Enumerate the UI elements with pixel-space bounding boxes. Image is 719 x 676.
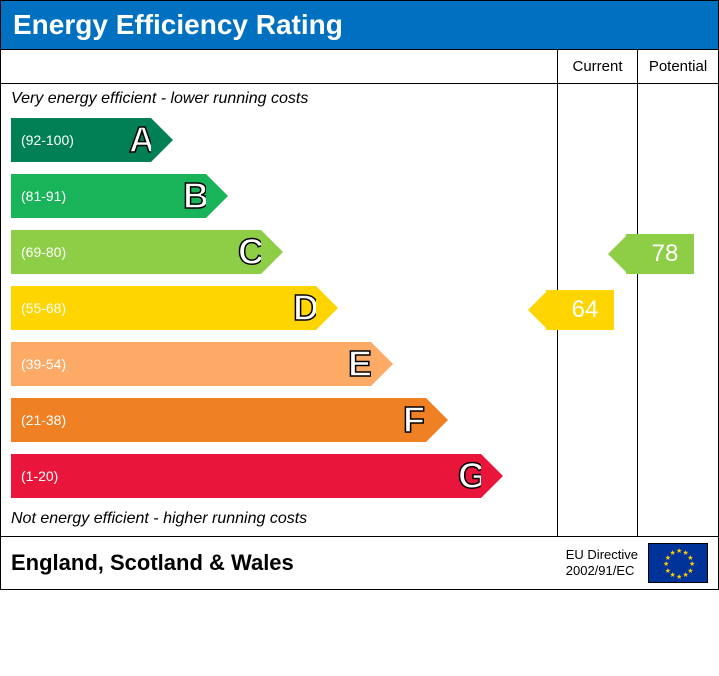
band-bar-g: (1-20)G bbox=[11, 454, 481, 498]
header-potential: Potential bbox=[638, 50, 718, 84]
band-row-f: (21-38) F bbox=[11, 392, 557, 448]
band-range-e: (39-54) bbox=[11, 356, 66, 372]
chart-footer: England, Scotland & Wales EU Directive 2… bbox=[1, 536, 718, 589]
band-bar-c: (69-80) C bbox=[11, 230, 261, 274]
caption-bottom: Not energy efficient - higher running co… bbox=[1, 504, 557, 532]
band-letter-a: A bbox=[129, 119, 155, 161]
header-main bbox=[1, 50, 557, 84]
band-row-a: (92-100) A bbox=[11, 112, 557, 168]
band-bar-a: (92-100)A bbox=[11, 118, 151, 162]
band-range-d: (55-68) bbox=[11, 300, 66, 316]
current-marker: 64 bbox=[546, 290, 614, 330]
chart-title: Energy Efficiency Rating bbox=[1, 1, 718, 49]
epc-chart: Energy Efficiency Rating Very energy eff… bbox=[0, 0, 719, 590]
band-range-c: (69-80) bbox=[11, 244, 66, 260]
band-letter-g: G bbox=[458, 455, 486, 497]
eu-star: ★ bbox=[676, 573, 682, 581]
eu-directive-text: EU Directive 2002/91/EC bbox=[566, 547, 638, 578]
band-bar-b: (81-91) B bbox=[11, 174, 206, 218]
band-letter-c: C bbox=[238, 231, 264, 273]
eu-star: ★ bbox=[676, 547, 682, 555]
band-range-g: (1-20) bbox=[11, 468, 58, 484]
footer-region: England, Scotland & Wales bbox=[11, 550, 294, 576]
band-bar-f: (21-38) F bbox=[11, 398, 426, 442]
bands-column: Very energy efficient - lower running co… bbox=[1, 50, 558, 536]
directive-line2: 2002/91/EC bbox=[566, 563, 638, 579]
band-bar-e: (39-54) E bbox=[11, 342, 371, 386]
band-row-d: (55-68) D bbox=[11, 280, 557, 336]
band-range-f: (21-38) bbox=[11, 412, 66, 428]
band-bar-d: (55-68) D bbox=[11, 286, 316, 330]
band-row-g: (1-20) G bbox=[11, 448, 557, 504]
band-row-e: (39-54) E bbox=[11, 336, 557, 392]
directive-line1: EU Directive bbox=[566, 547, 638, 563]
band-range-b: (81-91) bbox=[11, 188, 66, 204]
current-column: Current 64 bbox=[558, 50, 638, 536]
header-current: Current bbox=[558, 50, 637, 84]
potential-marker: 78 bbox=[626, 234, 694, 274]
footer-right: EU Directive 2002/91/EC ★★★★★★★★★★★★ bbox=[566, 543, 708, 583]
chart-body: Very energy efficient - lower running co… bbox=[1, 49, 718, 536]
current-body: 64 bbox=[558, 84, 637, 536]
band-letter-e: E bbox=[348, 343, 372, 385]
caption-top: Very energy efficient - lower running co… bbox=[1, 84, 557, 112]
band-letter-f: F bbox=[403, 399, 425, 441]
band-row-b: (81-91) B bbox=[11, 168, 557, 224]
eu-flag-icon: ★★★★★★★★★★★★ bbox=[648, 543, 708, 583]
band-range-a: (92-100) bbox=[11, 132, 74, 148]
band-letter-b: B bbox=[183, 175, 209, 217]
bands-area: (92-100) A (81-91) B (69-80) C (55-68) D (39-54)… bbox=[1, 112, 557, 504]
eu-star: ★ bbox=[683, 571, 689, 579]
eu-star: ★ bbox=[670, 549, 676, 557]
band-row-c: (69-80) C bbox=[11, 224, 557, 280]
potential-body: 78 bbox=[638, 84, 718, 536]
potential-column: Potential 78 bbox=[638, 50, 718, 536]
band-letter-d: D bbox=[293, 287, 319, 329]
